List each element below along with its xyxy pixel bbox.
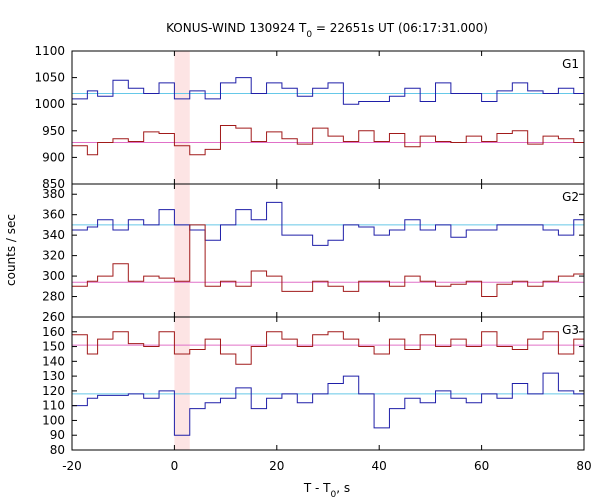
- x-tick-labels: -20 0 20 40 60 80: [62, 459, 591, 473]
- panel-g2: 260 280 300 320 340 360 380 G2: [42, 183, 585, 324]
- x-tick-label: 60: [474, 459, 489, 473]
- x-tick-label: 0: [171, 459, 179, 473]
- y-axis-label: counts / sec: [4, 214, 18, 286]
- panels-layer: 850 900 950 1000 1050 1100 G1 260 280 300 320 340 36…: [34, 44, 585, 457]
- chart-title-subscript: 0: [306, 30, 312, 40]
- x-tick-label: 20: [269, 459, 284, 473]
- y-tick-label: 100: [42, 413, 65, 427]
- y-tick-label: 140: [42, 354, 65, 368]
- series-blue-step: [72, 77, 584, 105]
- y-tick-label: 1000: [34, 97, 65, 111]
- panel-frame: [71, 316, 585, 451]
- y-tick-label: 360: [42, 208, 65, 222]
- panel-label-g3: G3: [562, 323, 579, 337]
- highlight-band-layer: [174, 51, 190, 450]
- y-tick-label: 160: [42, 325, 65, 339]
- panel-g1: 850 900 950 1000 1050 1100 G1: [34, 44, 585, 191]
- y-tick-label: 280: [42, 290, 65, 304]
- chart-title: KONUS-WIND 130924 T0 = 22651s UT (06:17:…: [166, 21, 488, 40]
- y-tick-label: 150: [42, 340, 65, 354]
- y-tick-label: 120: [42, 384, 65, 398]
- y-tick-label: 900: [42, 150, 65, 164]
- y-tick-label: 90: [50, 428, 65, 442]
- x-tick-label: -20: [62, 459, 82, 473]
- panel-frame: [71, 183, 585, 318]
- highlight-band: [174, 51, 190, 450]
- y-tick-label: 130: [42, 369, 65, 383]
- series-blue-step: [72, 372, 584, 436]
- y-tick-label: 110: [42, 399, 65, 413]
- y-tick-label: 340: [42, 228, 65, 242]
- y-tick-label: 80: [50, 443, 65, 457]
- y-tick-label: 950: [42, 124, 65, 138]
- y-tick-label: 260: [42, 310, 65, 324]
- y-tick-label: 1100: [34, 44, 65, 58]
- chart-title-rest: = 22651s UT (06:17:31.000): [312, 21, 488, 35]
- series-red-step: [72, 224, 584, 298]
- x-tick-label: 80: [576, 459, 591, 473]
- panel-label-g1: G1: [562, 57, 579, 71]
- series-red-step: [72, 331, 584, 365]
- x-axis-label: T - T0, s: [303, 481, 350, 500]
- y-tick-label: 320: [42, 249, 65, 263]
- y-tick-label: 850: [42, 177, 65, 191]
- x-axis-label-subscript: 0: [331, 490, 337, 500]
- panel-label-g2: G2: [562, 190, 579, 204]
- series-blue-step: [72, 201, 584, 246]
- x-tick-label: 40: [372, 459, 387, 473]
- x-axis-label-rest: , s: [336, 481, 350, 495]
- y-tick-label: 300: [42, 269, 65, 283]
- series-red-step: [72, 124, 584, 156]
- panel-frame: [71, 50, 585, 185]
- y-tick-label: 380: [42, 187, 65, 201]
- y-tick-label: 1050: [34, 71, 65, 85]
- x-axis-label-main: T - T: [303, 481, 331, 495]
- chart-title-main: KONUS-WIND 130924 T: [166, 21, 307, 35]
